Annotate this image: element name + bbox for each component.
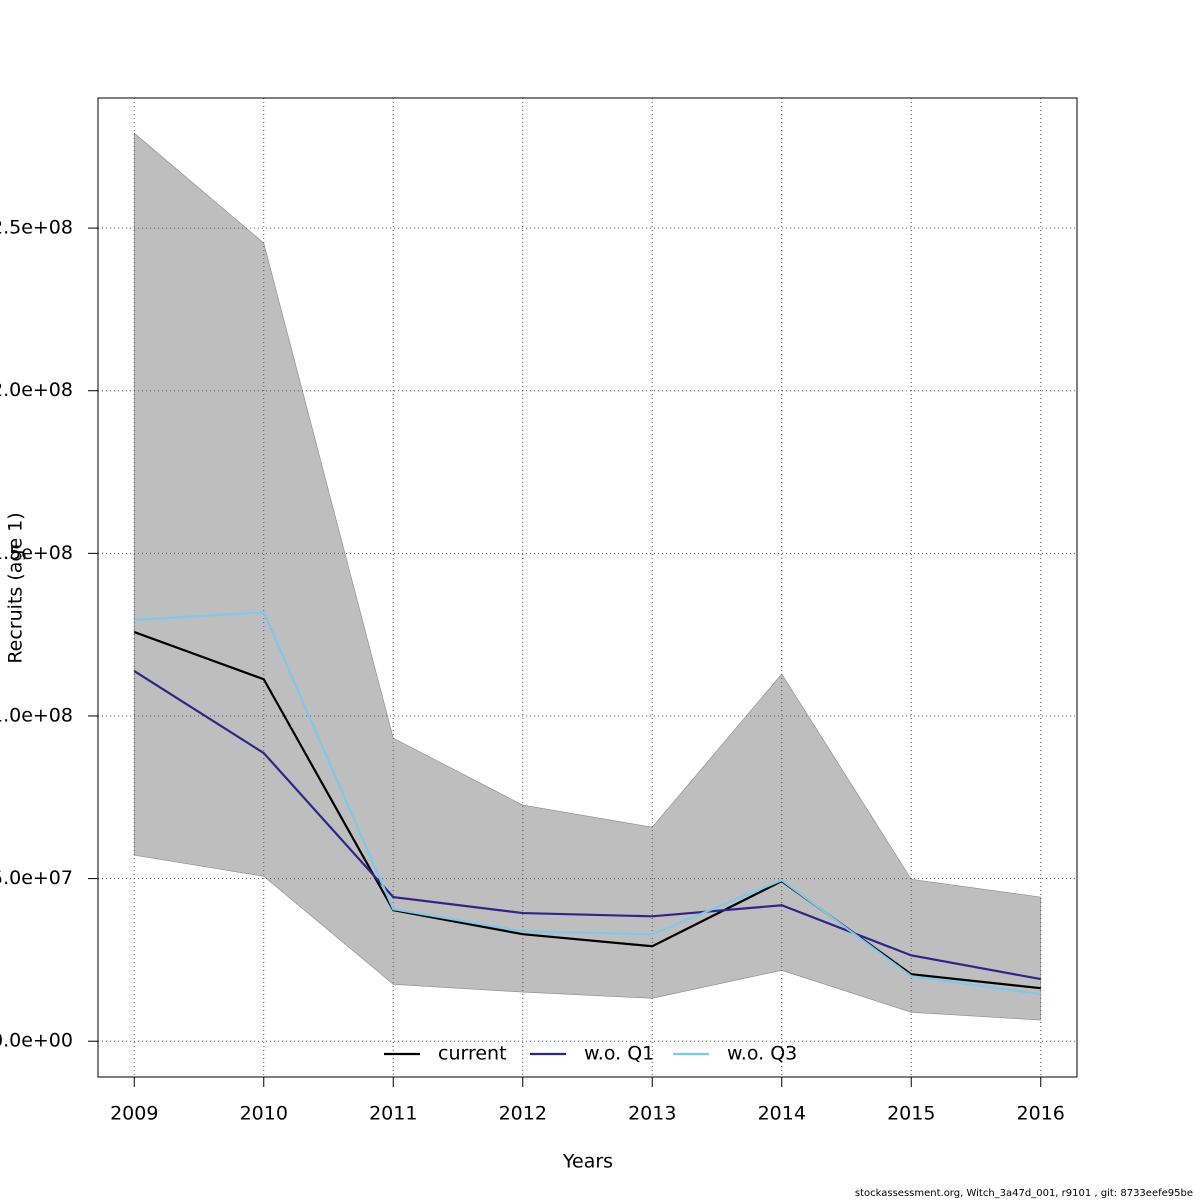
plot-frame [97, 97, 1078, 1078]
y-axis-label: Recruits (age 1) [5, 512, 27, 663]
y-tick-label: 0.0e+00 [0, 1030, 73, 1052]
x-tick-label: 2009 [110, 1103, 158, 1125]
legend-label: w.o. Q3 [727, 1043, 797, 1065]
legend-label: current [438, 1043, 507, 1065]
series-line [134, 611, 1041, 996]
y-tick-label: 5.0e+07 [0, 867, 73, 889]
legend-label: w.o. Q1 [584, 1043, 654, 1065]
series-line [133, 631, 1041, 990]
x-tick-label: 2016 [1017, 1103, 1065, 1125]
x-tick-label: 2010 [240, 1103, 288, 1125]
x-axis-label: Years [562, 1151, 613, 1173]
y-tick-label: 2.5e+08 [0, 217, 73, 239]
y-tick-label: 2.0e+08 [0, 379, 73, 401]
x-tick-label: 2012 [499, 1103, 547, 1125]
x-tick-label: 2014 [758, 1103, 806, 1125]
x-tick-label: 2011 [369, 1103, 417, 1125]
series-line [133, 670, 1041, 981]
x-tick-label: 2013 [628, 1103, 676, 1125]
y-tick-label: 1.5e+08 [0, 542, 73, 564]
confidence-band [133, 132, 1042, 1021]
x-tick-label: 2015 [887, 1103, 935, 1125]
footnote: stockassessment.org, Witch_3a47d_001, r9… [855, 1188, 1193, 1199]
y-tick-label: 1.0e+08 [0, 704, 73, 726]
